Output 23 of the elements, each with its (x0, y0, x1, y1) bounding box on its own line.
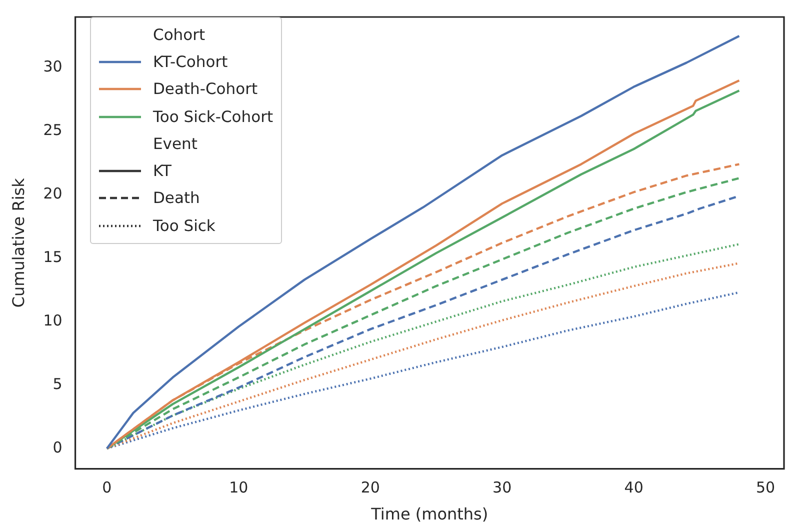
legend-label: Death-Cohort (153, 80, 258, 98)
y-tick-label: 25 (43, 121, 62, 140)
y-tick-label: 5 (52, 374, 62, 393)
y-tick-label: 10 (43, 311, 62, 330)
legend-label: Death (153, 189, 200, 208)
x-tick-label: 30 (492, 478, 512, 497)
y-tick-label: 0 (52, 438, 62, 456)
legend-label: Too Sick-Cohort (153, 108, 274, 126)
x-tick-label: 40 (624, 478, 644, 497)
x-tick-label: 10 (229, 478, 248, 497)
y-axis-title: Cumulative Risk (8, 177, 28, 308)
y-tick-label: 30 (43, 58, 62, 76)
x-tick-label: 0 (102, 478, 112, 497)
y-tick-label: 15 (43, 248, 62, 266)
annotation: Event (152, 134, 198, 155)
x-tick-label: 50 (756, 478, 776, 497)
legend-title: Cohort (152, 24, 206, 46)
x-tick-label: 20 (360, 478, 380, 497)
y-tick-label: 20 (43, 184, 62, 203)
legend-label: KT (153, 162, 172, 180)
x-axis-title: Time (months) (370, 504, 488, 524)
legend-label: KT-Cohort (153, 52, 228, 71)
legend-label: Too Sick (153, 216, 216, 235)
